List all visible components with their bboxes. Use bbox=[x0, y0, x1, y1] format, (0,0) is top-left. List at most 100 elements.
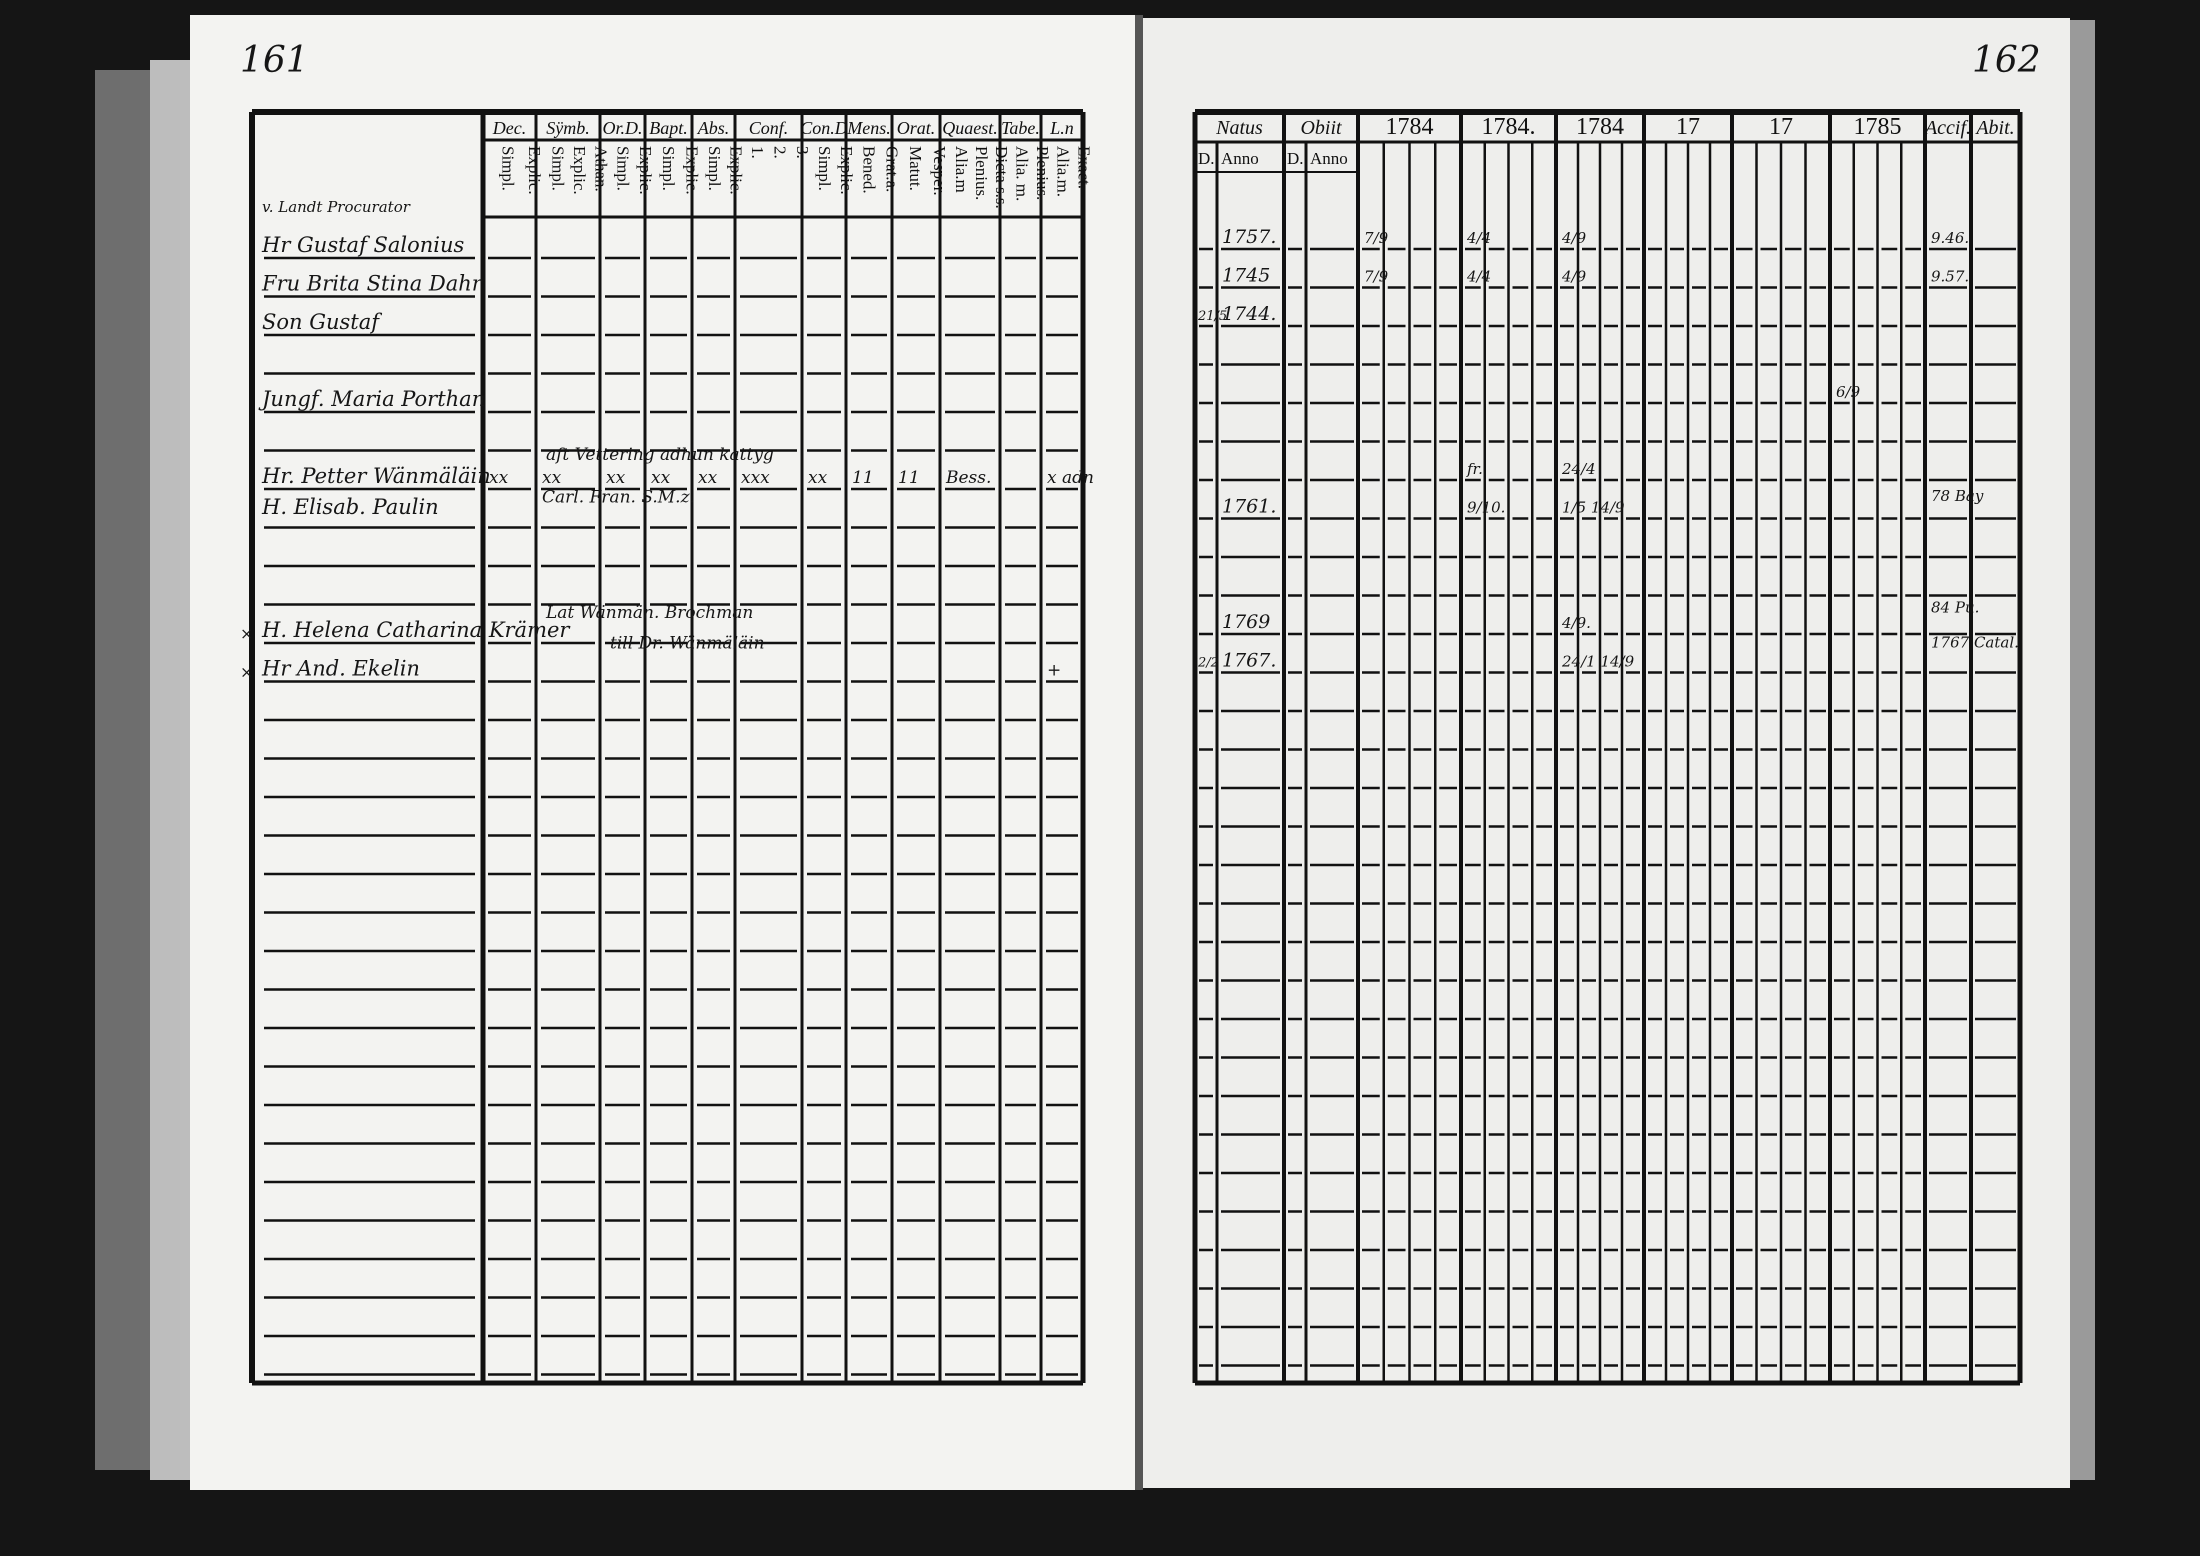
column-header-y3: 1784 bbox=[1576, 114, 1624, 140]
register-mark: 1/5 14/9 bbox=[1562, 499, 1625, 517]
register-mark: xx bbox=[808, 468, 828, 488]
register-mark: 9/10. bbox=[1467, 499, 1505, 517]
column-header-tabe: Tabe. bbox=[1001, 118, 1040, 138]
column-header-cond: Con.D bbox=[800, 118, 848, 138]
register-entry-name: Fru Brita Stina Dahr bbox=[261, 272, 484, 296]
column-header-obiit: Obiit bbox=[1300, 117, 1342, 139]
column-subheader: Explic. bbox=[525, 146, 544, 195]
register-mark: xx bbox=[489, 468, 509, 488]
right-page-edge bbox=[2070, 20, 2095, 1480]
register-entry-name: Son Gustaf bbox=[262, 310, 382, 334]
column-header-y2: 1784. bbox=[1482, 114, 1536, 140]
left-page-number: 161 bbox=[240, 40, 309, 81]
register-mark: 9.46. bbox=[1931, 229, 1969, 247]
birth-year: 1767. bbox=[1222, 650, 1276, 672]
register-entry-name: H. Helena Catharina Krämer bbox=[261, 618, 571, 642]
column-subheader: Vesper. bbox=[930, 146, 949, 196]
birth-year: 1744. bbox=[1222, 303, 1276, 325]
column-subheader: Dicta s.s. bbox=[992, 146, 1011, 209]
register-mark: 11 bbox=[852, 468, 874, 488]
register-mark: Carl. Fran. S.M.z. bbox=[542, 487, 695, 507]
register-mark: 4/9 bbox=[1561, 229, 1587, 247]
birth-year: 1761. bbox=[1222, 496, 1276, 518]
register-note: Lat Wänmän. Brochman bbox=[545, 603, 753, 623]
column-header-y6: 1785 bbox=[1854, 114, 1902, 140]
column-subheader: Explic. bbox=[726, 146, 745, 195]
column-subheader: Plenius. bbox=[1033, 146, 1052, 200]
register-mark: + bbox=[1047, 661, 1061, 681]
birth-day: 2/2 bbox=[1197, 656, 1219, 671]
register-mark: x adn bbox=[1047, 468, 1094, 488]
column-header-y4: 17 bbox=[1676, 114, 1700, 140]
register-mark: 78 Bay bbox=[1931, 487, 1984, 505]
register-mark: 1767 Catal. bbox=[1931, 633, 2019, 651]
column-subheader: Matut. bbox=[906, 146, 925, 191]
column-subheader: Simpl. bbox=[498, 146, 517, 191]
register-mark: xx bbox=[698, 468, 718, 488]
column-subheader: D. bbox=[1287, 149, 1304, 168]
name-column-note: v. Landt Procurator bbox=[262, 198, 411, 216]
column-header-abs: Abs. bbox=[697, 118, 730, 138]
column-header-symb: Sÿmb. bbox=[546, 118, 590, 138]
column-subheader: Grat.a. bbox=[883, 146, 902, 192]
column-subheader: Anno bbox=[1310, 149, 1348, 168]
birth-year: 1757. bbox=[1222, 226, 1276, 248]
column-subheader: 2. bbox=[771, 146, 790, 159]
birth-year: 1769 bbox=[1222, 611, 1270, 633]
register-note: aft Vettering adhun kattyg bbox=[546, 445, 774, 465]
column-subheader: Exact. bbox=[1075, 146, 1094, 189]
column-subheader: Explic. bbox=[682, 146, 701, 195]
register-mark: fr. bbox=[1466, 460, 1483, 478]
register-note: till Dr. Wänmäläin bbox=[610, 634, 765, 654]
register-mark: 7/9 bbox=[1364, 229, 1389, 247]
column-header-ord: Or.D. bbox=[602, 118, 642, 138]
register-mark: 6/9 bbox=[1836, 383, 1861, 401]
column-header-mens: Mens. bbox=[846, 118, 891, 138]
column-header-orat: Orat. bbox=[897, 118, 936, 138]
column-subheader: Alia. m. bbox=[1012, 146, 1031, 201]
register-mark: xx bbox=[606, 468, 626, 488]
column-subheader: Bened. bbox=[860, 146, 879, 194]
column-header-natus: Natus bbox=[1215, 117, 1263, 139]
register-entry-name: H. Elisab. Paulin bbox=[261, 495, 439, 519]
register-mark: 4/4 bbox=[1466, 229, 1491, 247]
register-entry-name: Hr Gustaf Salonius bbox=[261, 233, 465, 257]
column-header-quaest: Quaest. bbox=[942, 118, 998, 138]
column-subheader: Simpl. bbox=[705, 146, 724, 191]
register-mark: 24/4 bbox=[1561, 460, 1596, 478]
register-mark: 4/4 bbox=[1466, 268, 1491, 286]
register-mark: xx bbox=[542, 468, 562, 488]
left-page-table: Dec.Explic.Simpl.Sÿmb.Athan.Explic.Simpl… bbox=[240, 109, 1094, 1386]
column-subheader: 3. bbox=[793, 146, 812, 159]
register-entry-name: Hr. Petter Wänmäläin bbox=[261, 464, 491, 488]
register-mark: 84 Pu. bbox=[1931, 599, 1979, 617]
column-header-dec: Dec. bbox=[492, 118, 526, 138]
register-entry-name: Hr And. Ekelin bbox=[261, 657, 420, 681]
column-header-ln: L.n bbox=[1049, 118, 1074, 138]
column-subheader: Plenius. bbox=[972, 146, 991, 200]
register-mark: 11 bbox=[898, 468, 920, 488]
register-mark: 24/1 14/9 bbox=[1561, 653, 1635, 671]
left-page bbox=[190, 15, 1135, 1490]
gutter bbox=[1135, 15, 1143, 1490]
register-mark: 4/9 bbox=[1561, 268, 1587, 286]
column-subheader: Simpl. bbox=[659, 146, 678, 191]
column-header-y5: 17 bbox=[1769, 114, 1793, 140]
column-subheader: D. bbox=[1198, 149, 1215, 168]
column-subheader: Alia.m bbox=[952, 146, 971, 193]
register-mark: xxx bbox=[741, 468, 770, 488]
right-page bbox=[1140, 18, 2070, 1488]
register-mark: 4/9. bbox=[1561, 614, 1591, 632]
column-header-conf: Conf. bbox=[749, 118, 789, 138]
column-subheader: Athan. bbox=[591, 146, 610, 192]
column-subheader: Simpl. bbox=[815, 146, 834, 191]
page-edges bbox=[150, 60, 195, 1480]
register-entry-name: Jungf. Maria Porthan bbox=[258, 387, 485, 411]
column-subheader: 1. bbox=[748, 146, 767, 159]
column-subheader: Simpl. bbox=[613, 146, 632, 191]
birth-year: 1745 bbox=[1222, 265, 1270, 287]
column-header-abit: Abit. bbox=[1974, 117, 2014, 139]
column-subheader: Alia.m. bbox=[1054, 146, 1073, 197]
